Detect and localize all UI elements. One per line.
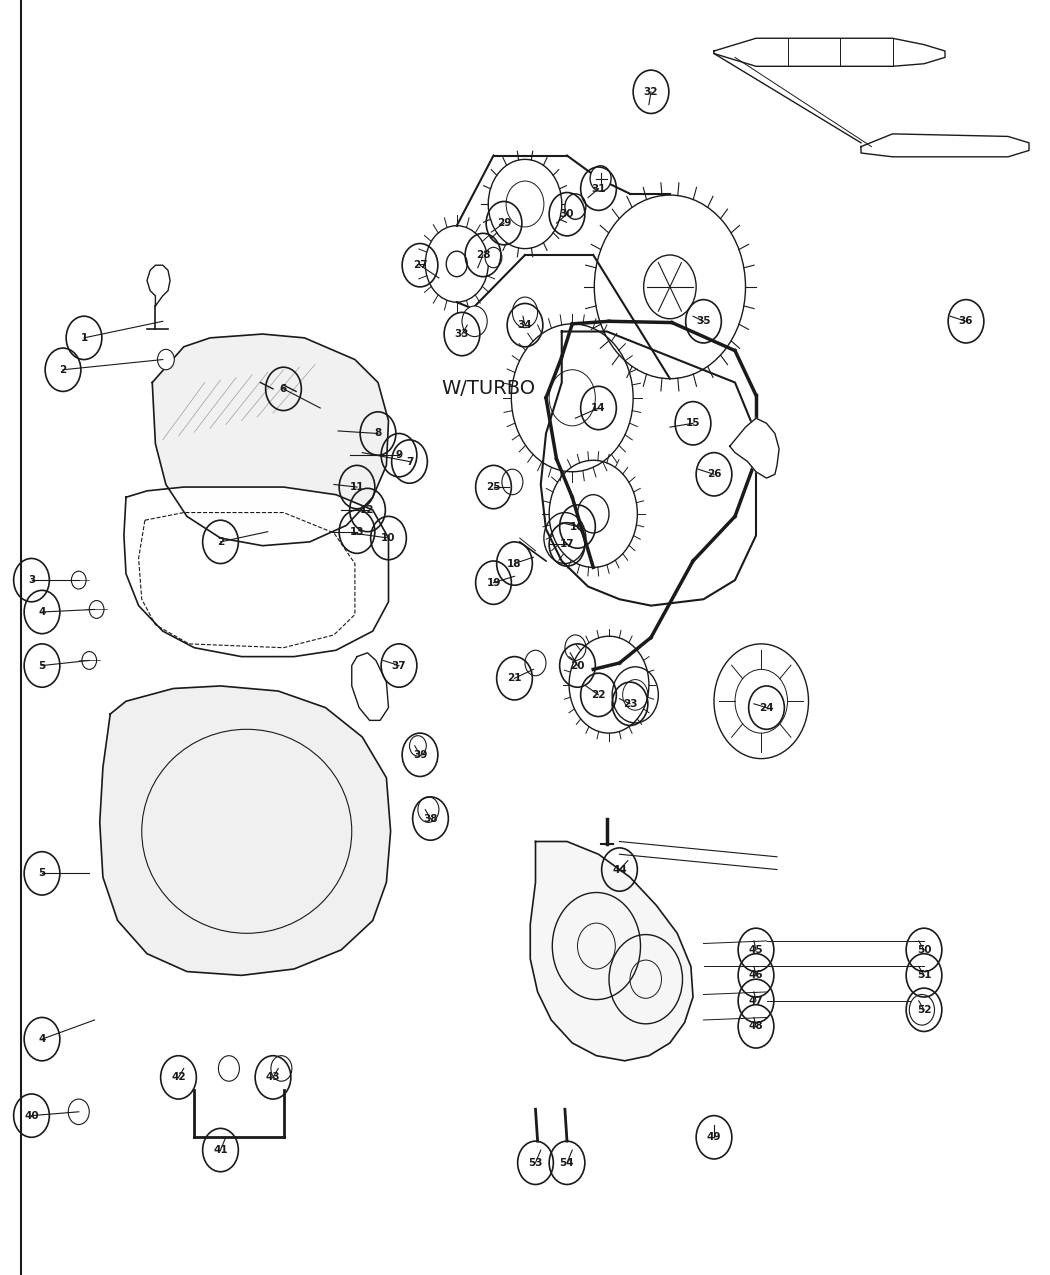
Circle shape: [271, 1056, 292, 1081]
Text: 48: 48: [749, 1021, 763, 1031]
Polygon shape: [530, 842, 693, 1061]
Text: 53: 53: [528, 1158, 543, 1168]
Text: 33: 33: [455, 329, 469, 339]
Text: 54: 54: [560, 1158, 574, 1168]
Text: 26: 26: [707, 469, 721, 479]
Text: 41: 41: [213, 1145, 228, 1155]
Text: 16: 16: [570, 521, 585, 532]
Circle shape: [82, 652, 97, 669]
Text: 18: 18: [507, 558, 522, 569]
Text: 12: 12: [360, 505, 375, 515]
Polygon shape: [861, 134, 1029, 157]
Circle shape: [525, 650, 546, 676]
Circle shape: [68, 1099, 89, 1125]
Text: 50: 50: [917, 945, 931, 955]
Text: 49: 49: [707, 1132, 721, 1142]
Circle shape: [462, 306, 487, 337]
Circle shape: [410, 736, 426, 756]
Text: 35: 35: [696, 316, 711, 326]
Text: 25: 25: [486, 482, 501, 492]
Text: 29: 29: [497, 218, 511, 228]
Text: 34: 34: [518, 320, 532, 330]
Polygon shape: [714, 38, 945, 66]
Circle shape: [909, 994, 934, 1025]
Text: 20: 20: [570, 660, 585, 671]
Text: 2: 2: [60, 365, 66, 375]
Text: 23: 23: [623, 699, 637, 709]
Text: 17: 17: [560, 539, 574, 550]
Text: 2: 2: [217, 537, 224, 547]
Text: 28: 28: [476, 250, 490, 260]
Text: 37: 37: [392, 660, 406, 671]
Text: 5: 5: [39, 660, 45, 671]
Circle shape: [218, 1056, 239, 1081]
Circle shape: [89, 601, 104, 618]
Text: 42: 42: [171, 1072, 186, 1082]
Text: 11: 11: [350, 482, 364, 492]
Text: 10: 10: [381, 533, 396, 543]
Text: 32: 32: [644, 87, 658, 97]
Text: 39: 39: [413, 750, 427, 760]
Text: 14: 14: [591, 403, 606, 413]
Text: 7: 7: [405, 456, 414, 467]
Text: 15: 15: [686, 418, 700, 428]
Text: 4: 4: [38, 607, 46, 617]
Text: 38: 38: [423, 813, 438, 824]
Text: 19: 19: [486, 578, 501, 588]
Polygon shape: [124, 487, 388, 657]
Text: 46: 46: [749, 970, 763, 980]
Polygon shape: [147, 265, 170, 306]
Text: 24: 24: [759, 703, 774, 713]
Text: 45: 45: [749, 945, 763, 955]
Text: 30: 30: [560, 209, 574, 219]
Text: 9: 9: [396, 450, 402, 460]
Text: 6: 6: [280, 384, 287, 394]
Text: 3: 3: [28, 575, 35, 585]
Polygon shape: [152, 334, 388, 546]
Polygon shape: [352, 653, 388, 720]
Text: 4: 4: [38, 1034, 46, 1044]
Circle shape: [565, 635, 586, 660]
Text: 40: 40: [24, 1111, 39, 1121]
Text: 52: 52: [917, 1005, 931, 1015]
Circle shape: [502, 469, 523, 495]
Text: 1: 1: [81, 333, 87, 343]
Text: 44: 44: [612, 864, 627, 875]
Circle shape: [512, 297, 538, 328]
Text: 43: 43: [266, 1072, 280, 1082]
Circle shape: [71, 571, 86, 589]
Text: 5: 5: [39, 868, 45, 878]
Circle shape: [590, 166, 611, 191]
Text: 8: 8: [375, 428, 381, 439]
Text: 47: 47: [749, 996, 763, 1006]
Circle shape: [418, 797, 439, 822]
Text: 36: 36: [959, 316, 973, 326]
Polygon shape: [730, 418, 779, 478]
Text: 27: 27: [413, 260, 427, 270]
Text: 13: 13: [350, 527, 364, 537]
Polygon shape: [100, 686, 391, 975]
Text: 31: 31: [591, 184, 606, 194]
Circle shape: [565, 194, 586, 219]
Text: W/TURBO: W/TURBO: [441, 380, 536, 398]
Text: 21: 21: [507, 673, 522, 683]
Circle shape: [158, 349, 174, 370]
Text: 22: 22: [591, 690, 606, 700]
Circle shape: [485, 247, 502, 268]
Text: 51: 51: [917, 970, 931, 980]
